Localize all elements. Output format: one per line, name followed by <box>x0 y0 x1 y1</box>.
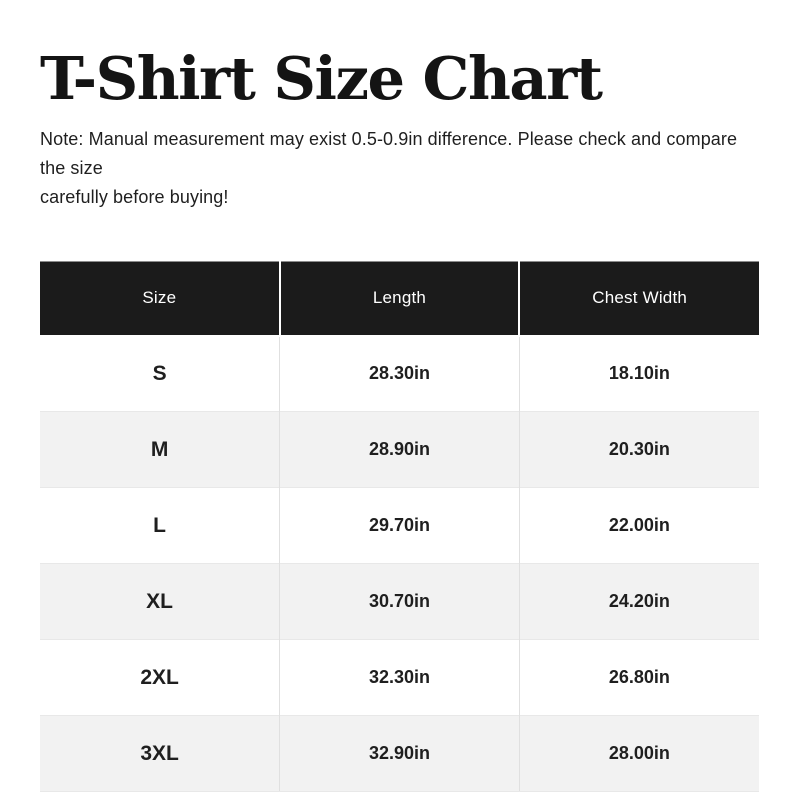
column-header-size: Size <box>40 261 280 337</box>
chest-width-value: 24.20in <box>518 563 759 640</box>
column-header-length: Length <box>278 261 520 337</box>
table-header-row: Size Length Chest Width <box>40 261 759 337</box>
table-row-xl: XL 30.70in 24.20in <box>40 563 759 640</box>
table-row-3xl: 3XL 32.90in 28.00in <box>40 715 759 793</box>
table-row-m: M 28.90in 20.30in <box>40 411 759 488</box>
length-value: 30.70in <box>279 563 520 640</box>
length-value: 32.90in <box>279 715 520 793</box>
chest-width-value: 20.30in <box>518 411 759 488</box>
length-value: 28.90in <box>279 411 520 488</box>
size-value: 2XL <box>40 639 280 716</box>
length-value: 32.30in <box>279 639 520 716</box>
size-value: S <box>152 361 167 385</box>
size-value: M <box>40 411 280 488</box>
chest-width-value: 18.10in <box>518 335 759 412</box>
chest-width-value: 28.00in <box>518 715 759 793</box>
length-value: 28.30in <box>279 335 520 412</box>
note-text: Note: Manual measurement may exist 0.5-0… <box>40 125 759 212</box>
page-title: T-Shirt Size Chart <box>40 44 603 113</box>
chest-width-value: 26.80in <box>518 639 759 716</box>
size-value: L <box>40 487 280 564</box>
column-header-chest-width: Chest Width <box>518 261 759 337</box>
note-line-1: Note: Manual measurement may exist 0.5-0… <box>40 129 738 179</box>
length-value: 29.70in <box>279 487 520 564</box>
size-value: XL <box>40 563 280 640</box>
chest-width-value: 22.00in <box>518 487 759 564</box>
table-row-l: L 29.70in 22.00in <box>40 487 759 564</box>
table-row-2xl: 2XL 32.30in 26.80in <box>40 639 759 716</box>
size-chart-table: Size Length Chest Width S 28.30in 18.10i… <box>40 261 759 793</box>
table-row-s: S 28.30in 18.10in <box>40 335 759 412</box>
note-line-2: carefully before buying! <box>40 187 229 208</box>
size-value: 3XL <box>40 715 280 793</box>
